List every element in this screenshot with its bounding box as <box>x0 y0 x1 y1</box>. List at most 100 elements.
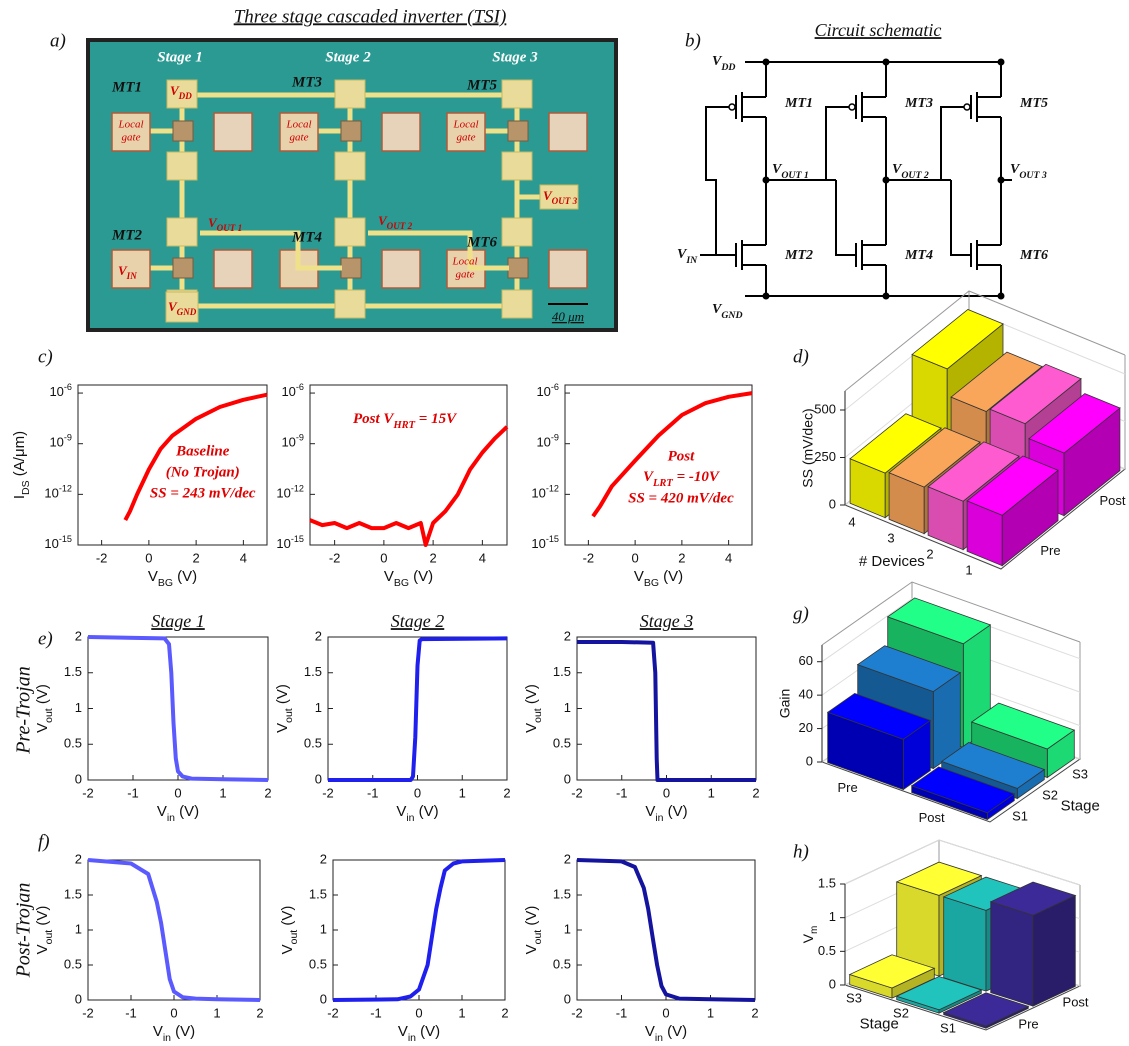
gate-bubble <box>728 103 736 111</box>
pad <box>548 249 588 289</box>
x-axis-label-part: BG <box>158 577 173 589</box>
bar-top <box>888 427 981 488</box>
y-tick-label-part: -12 <box>291 484 304 494</box>
panel-label: b) <box>685 30 701 51</box>
plot-frame <box>576 636 757 781</box>
x-axis-label-part: BG <box>394 577 409 589</box>
x-tick-label: -2 <box>571 1005 583 1020</box>
y-axis-label-part: (V) <box>523 906 540 930</box>
y-tick-label: 2 <box>75 628 82 643</box>
device <box>172 257 194 279</box>
transistor-label: MT4 <box>291 229 323 245</box>
x-tick-label: 0 <box>170 1005 177 1020</box>
metal-line <box>368 230 509 271</box>
vout-label-part: V <box>208 215 218 230</box>
transistor-label: MT6 <box>466 234 498 250</box>
contact-pad <box>334 289 366 319</box>
annotation: (No Trojan) <box>166 465 240 481</box>
bar <box>895 976 983 1014</box>
y-axis-label: Vout (V) <box>523 684 544 733</box>
node-dot <box>882 58 890 66</box>
category-label: 3 <box>887 530 894 545</box>
y-tick-label: 10-12 <box>44 484 72 501</box>
x-tick-label: 0 <box>145 550 152 565</box>
y-axis-label-part: (V) <box>523 684 540 708</box>
data-line <box>328 636 508 782</box>
data-line <box>87 635 269 782</box>
y-axis-label-part: out <box>43 708 55 723</box>
y-axis-label-part: V <box>34 723 51 733</box>
x-tick-label: -2 <box>329 550 341 565</box>
z-tick-label: 40 <box>799 687 813 702</box>
transistor-label: MT2 <box>111 227 143 243</box>
vin-label-part: V <box>677 247 688 262</box>
y-axis-label-part: (V) <box>34 684 51 708</box>
vdd-label: VDD <box>712 54 736 73</box>
local-gate-label: Local <box>451 256 477 268</box>
y-tick-label-part: 10 <box>536 384 550 399</box>
data-line <box>591 391 753 518</box>
y-tick-label-part: 10 <box>531 486 545 501</box>
x-tick-label: 2 <box>503 785 510 800</box>
x-axis-label-part: in <box>163 1032 171 1044</box>
bar-top <box>989 363 1082 425</box>
bar-top <box>826 692 932 740</box>
row-label: Pre-Trojan <box>13 666 35 754</box>
y-tick-label-part: 10 <box>44 536 58 551</box>
x-axis-label-part: BG <box>644 577 659 589</box>
plot-frame <box>309 384 508 546</box>
pad <box>381 112 421 152</box>
vin-label: VIN <box>677 247 698 266</box>
y-axis-label-part: m <box>809 926 820 934</box>
z-tick-label: 1.5 <box>818 875 836 890</box>
panel-label: c) <box>38 346 53 367</box>
bar-top <box>848 954 936 989</box>
x-axis-label-part: V <box>645 1023 655 1040</box>
x-tick-label: 1 <box>458 1005 465 1020</box>
pad <box>381 249 421 289</box>
category-label: S3 <box>846 991 862 1006</box>
x-tick-label: 2 <box>256 1005 263 1020</box>
y-tick-label: 0 <box>564 771 571 786</box>
plot-frame <box>576 859 756 1001</box>
y-tick-label-part: -9 <box>551 433 559 443</box>
x-tick-label: 2 <box>752 785 759 800</box>
z-tick-label: 500 <box>814 401 836 416</box>
bar-top <box>942 992 1030 1027</box>
x-axis-label: Stage <box>1061 798 1100 815</box>
y-tick-label-part: 10 <box>44 486 58 501</box>
y-axis-label: Gain <box>777 689 793 719</box>
z-tick-label: 20 <box>799 720 813 735</box>
category-label: 1 <box>965 562 972 577</box>
x-tick-label: 4 <box>479 550 486 565</box>
contact-pad <box>334 151 366 181</box>
y-tick-label: 2 <box>320 851 327 866</box>
bar-top <box>966 455 1059 516</box>
transistor-label: MT3 <box>291 74 323 90</box>
annotation-part: V <box>643 469 655 485</box>
y-tick-label: 1.5 <box>64 664 82 679</box>
x-tick-label: 1 <box>213 1005 220 1020</box>
x-axis-label: Vin (V) <box>157 803 199 824</box>
y-axis-label: Vout (V) <box>274 684 295 733</box>
x-tick-label: 2 <box>264 785 271 800</box>
y-tick-label: 0.5 <box>64 956 82 971</box>
y-tick-label: 10-6 <box>536 382 559 399</box>
y-tick-label-part: -9 <box>64 433 72 443</box>
local-gate-label: Local <box>452 119 478 131</box>
grid-line <box>821 598 1081 663</box>
x-axis-label-part: (V) <box>409 568 433 585</box>
y-tick-label: 2 <box>315 628 322 643</box>
y-tick-label: 1.5 <box>553 886 571 901</box>
x-axis-label-part: V <box>157 803 167 820</box>
x-tick-label: 2 <box>501 1005 508 1020</box>
y-tick-label-part: 10 <box>49 435 63 450</box>
panel-label: a) <box>50 30 66 51</box>
bar <box>826 692 932 791</box>
bar <box>989 881 1077 1007</box>
data-line <box>123 392 268 522</box>
transistor-label: MT2 <box>784 248 813 263</box>
gate-bubble <box>963 103 971 111</box>
data-line <box>309 425 509 547</box>
